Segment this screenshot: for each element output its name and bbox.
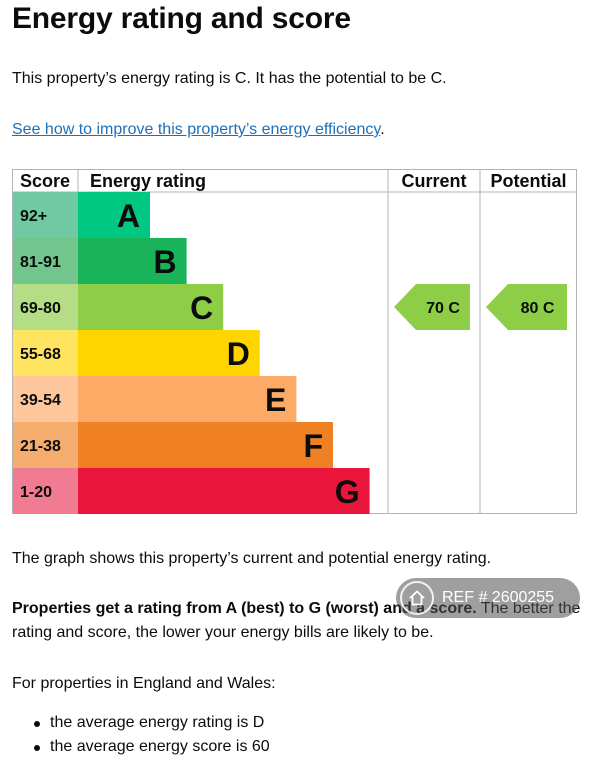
score-label-g: 1-20	[20, 484, 52, 501]
reference-text: REF # 2600255	[442, 589, 555, 606]
rating-bar-a	[78, 192, 150, 238]
current-rating-label: 70 C	[426, 300, 460, 317]
improve-link-suffix: .	[380, 121, 385, 138]
score-cell-e	[13, 376, 78, 422]
rating-bar-d	[78, 330, 260, 376]
rating-letter-c: C	[190, 290, 213, 326]
potential-rating-label: 80 C	[521, 300, 555, 317]
rating-letter-b: B	[153, 244, 176, 280]
average-score-item: the average energy score is 60	[12, 735, 270, 759]
energy-rating-header: Energy rating	[90, 171, 206, 191]
improve-paragraph: See how to improve this property’s energ…	[12, 118, 385, 142]
rating-summary: This property’s energy rating is C. It h…	[12, 70, 447, 87]
rating-letter-d: D	[227, 336, 250, 372]
score-label-a: 92+	[20, 208, 47, 225]
region-note: For properties in England and Wales:	[12, 675, 276, 692]
current-rating-arrow	[394, 284, 470, 330]
current-header: Current	[401, 171, 466, 191]
score-cell-f	[13, 422, 78, 468]
score-label-d: 55-68	[20, 346, 61, 363]
score-label-f: 21-38	[20, 438, 61, 455]
score-cell-b	[13, 238, 78, 284]
score-header: Score	[20, 171, 70, 191]
score-label-b: 81-91	[20, 254, 61, 271]
average-rating-item: the average energy rating is D	[12, 711, 270, 735]
score-cell-a	[13, 192, 78, 238]
averages-list: the average energy rating is D the avera…	[12, 711, 270, 759]
improve-efficiency-link[interactable]: See how to improve this property’s energ…	[12, 121, 381, 138]
rating-letter-g: G	[335, 474, 360, 510]
score-cell-d	[13, 330, 78, 376]
rating-letter-a: A	[117, 198, 140, 234]
rating-bar-b	[78, 238, 187, 284]
rating-letter-f: F	[303, 428, 323, 464]
score-label-c: 69-80	[20, 300, 61, 317]
rating-bar-e	[78, 376, 297, 422]
graph-caption: The graph shows this property’s current …	[12, 550, 492, 567]
score-cell-c	[13, 284, 78, 330]
home-icon	[400, 581, 434, 615]
energy-rating-chart: Score Energy rating Current Potential 92+ A 81…	[12, 169, 577, 514]
page-title: Energy rating and score	[12, 2, 351, 35]
score-cell-g	[13, 468, 78, 514]
rating-letter-e: E	[265, 382, 286, 418]
score-label-e: 39-54	[20, 392, 61, 409]
rating-explanation-bold: Properties get a rating from A (best) to…	[12, 600, 477, 617]
rating-bar-f	[78, 422, 333, 468]
potential-header: Potential	[490, 171, 566, 191]
rating-bar-c	[78, 284, 224, 330]
rating-bar-g	[78, 468, 370, 514]
potential-rating-arrow	[486, 284, 567, 330]
reference-watermark: REF # 2600255	[396, 578, 580, 618]
